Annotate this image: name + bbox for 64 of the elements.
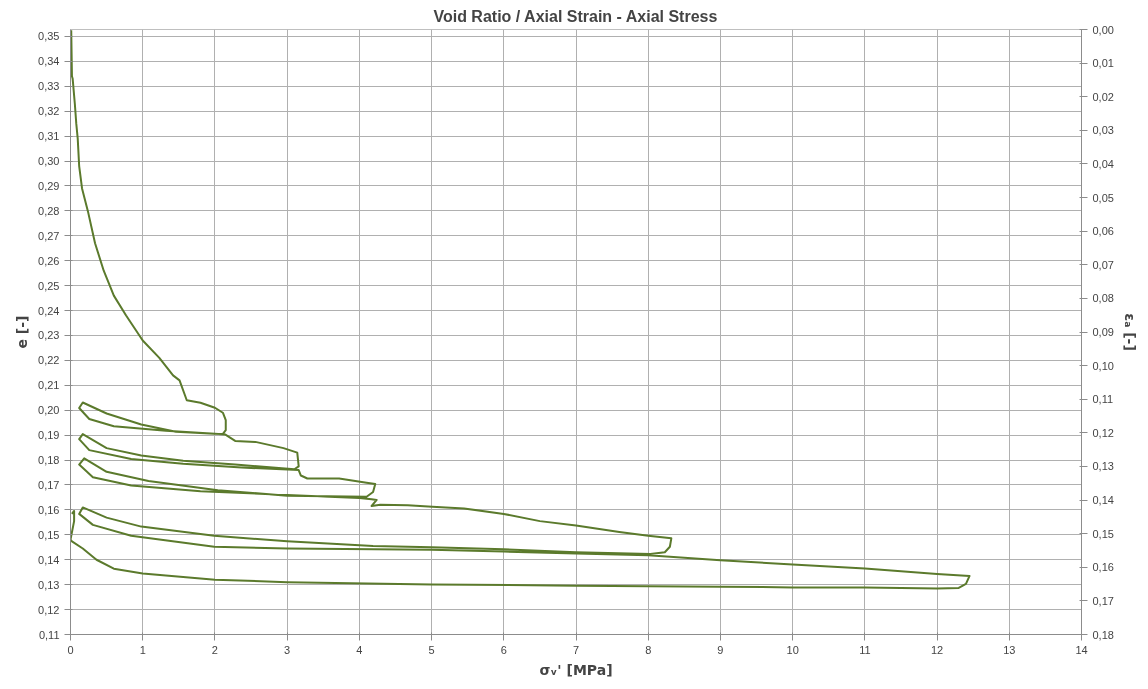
y2-tick-label: 0,03 xyxy=(1092,124,1114,137)
x-tick-label: 0 xyxy=(67,643,74,656)
x-tick-label: 2 xyxy=(211,643,218,656)
x-tick-label: 1 xyxy=(139,643,146,656)
y2-tick-label: 0,02 xyxy=(1092,90,1114,103)
y2-tick-label: 0,10 xyxy=(1092,359,1114,372)
y-tick-label: 0,17 xyxy=(38,478,60,491)
y-tick-label: 0,33 xyxy=(38,80,60,93)
y-tick-label: 0,24 xyxy=(38,304,60,317)
y2-tick-label: 0,12 xyxy=(1092,426,1114,439)
x-tick-label: 8 xyxy=(645,643,652,656)
y-tick-label: 0,25 xyxy=(38,279,60,292)
y-tick-label: 0,15 xyxy=(38,528,60,541)
y-tick-label: 0,12 xyxy=(38,603,60,616)
x-tick-label: 5 xyxy=(428,643,435,656)
y-tick-label: 0,11 xyxy=(38,628,60,641)
y-axis-title: e [-] xyxy=(14,315,31,349)
y-tick-label: 0,27 xyxy=(38,229,60,242)
y-tick-label: 0,23 xyxy=(38,329,60,342)
y-tick-label: 0,32 xyxy=(38,105,60,118)
x-tick-label: 4 xyxy=(356,643,363,656)
y-tick-label: 0,31 xyxy=(38,130,60,143)
y-tick-label: 0,28 xyxy=(38,204,60,217)
y-tick-label: 0,16 xyxy=(38,503,60,516)
y2-tick-label: 0,18 xyxy=(1092,628,1114,641)
y2-tick-label: 0,00 xyxy=(1092,23,1114,36)
y-tick-label: 0,30 xyxy=(38,155,60,168)
y-tick-label: 0,13 xyxy=(38,578,60,591)
x-tick-label: 13 xyxy=(1003,643,1016,656)
y2-tick-label: 0,17 xyxy=(1092,594,1114,607)
y2-tick-label: 0,09 xyxy=(1092,326,1114,338)
y2-tick-label: 0,16 xyxy=(1092,561,1114,574)
x-axis-title: σᵥ' [MPa] xyxy=(539,661,613,678)
y-tick-label: 0,14 xyxy=(38,553,60,566)
x-tick-label: 10 xyxy=(786,643,799,656)
y-tick-label: 0,19 xyxy=(38,429,60,442)
y2-tick-label: 0,01 xyxy=(1092,57,1114,70)
y2-tick-label: 0,08 xyxy=(1092,292,1114,305)
y-tick-label: 0,20 xyxy=(38,404,60,417)
y-tick-label: 0,22 xyxy=(38,354,60,367)
x-tick-label: 3 xyxy=(284,643,291,656)
y2-tick-label: 0,06 xyxy=(1092,225,1114,238)
x-tick-label: 7 xyxy=(572,643,580,656)
x-tick-label: 12 xyxy=(930,643,944,656)
y-tick-label: 0,26 xyxy=(38,254,60,267)
x-tick-label: 6 xyxy=(500,643,507,656)
x-tick-label: 9 xyxy=(717,643,724,656)
y2-tick-label: 0,14 xyxy=(1092,494,1114,507)
y2-tick-label: 0,11 xyxy=(1092,393,1114,406)
y2-tick-label: 0,15 xyxy=(1092,527,1114,540)
y2-tick-label: 0,04 xyxy=(1092,157,1114,170)
y-tick-label: 0,18 xyxy=(38,454,60,467)
line-series xyxy=(70,29,971,590)
y2-tick-label: 0,13 xyxy=(1092,460,1114,473)
x-tick-label: 14 xyxy=(1075,643,1088,656)
y2-tick-label: 0,05 xyxy=(1092,191,1114,204)
y2-axis-title: εₐ [-] xyxy=(1121,313,1138,351)
y-tick-label: 0,34 xyxy=(38,55,60,68)
y-tick-label: 0,35 xyxy=(38,30,60,43)
chart-title: Void Ratio / Axial Strain - Axial Stress xyxy=(433,7,718,25)
x-tick-label: 11 xyxy=(859,643,871,656)
y-tick-label: 0,21 xyxy=(38,379,60,392)
y-tick-label: 0,29 xyxy=(38,179,60,192)
y2-tick-label: 0,07 xyxy=(1092,258,1114,271)
